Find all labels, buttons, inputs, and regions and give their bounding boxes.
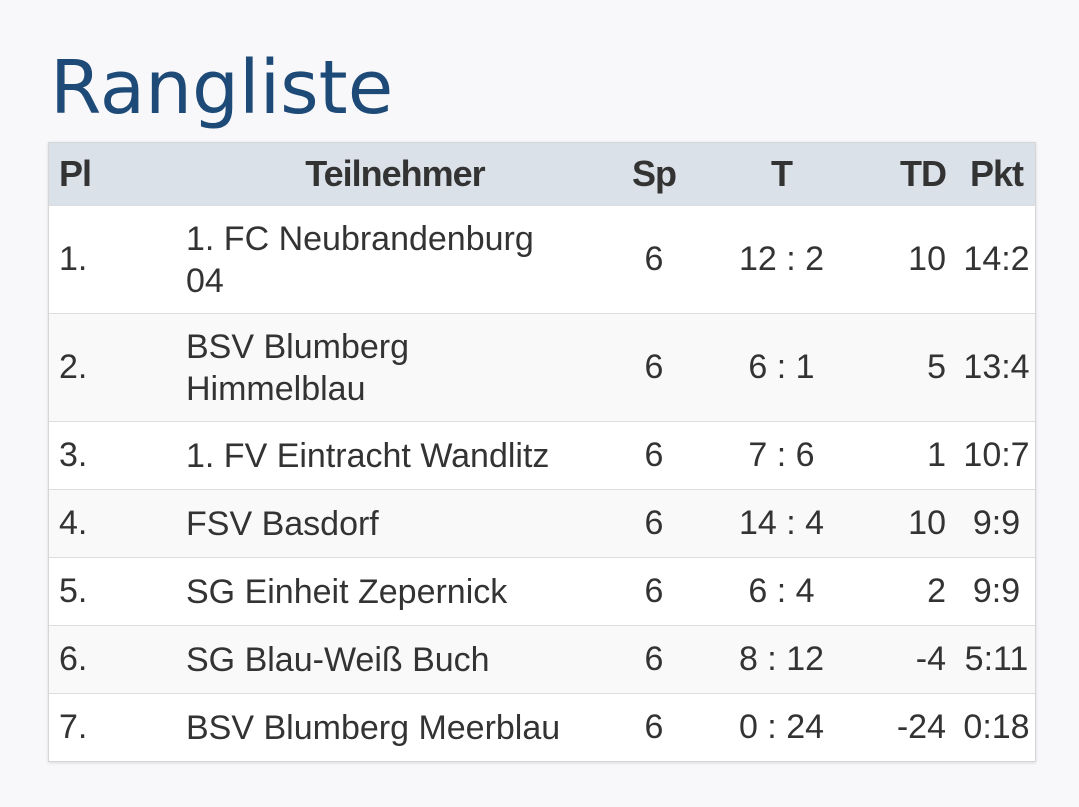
row-goals: 7 : 6 (704, 421, 859, 490)
row-team-line2: 04 (186, 261, 224, 300)
table-row: 7. BSV Blumberg Meerblau 6 0 : 24 -24 0:… (49, 693, 1035, 761)
row-goal-difference: -24 (859, 693, 958, 761)
row-place: 3. (49, 421, 186, 490)
row-goals: 0 : 24 (704, 693, 859, 761)
row-team: SG Blau-Weiß Buch (186, 625, 604, 694)
row-points: 9:9 (958, 489, 1035, 558)
row-points: 14:2 (958, 205, 1035, 314)
row-goals: 6 : 1 (704, 313, 859, 422)
row-place: 6. (49, 625, 186, 694)
row-points: 9:9 (958, 557, 1035, 626)
row-place: 1. (49, 205, 186, 314)
table-row: 6. SG Blau-Weiß Buch 6 8 : 12 -4 5:11 (49, 625, 1035, 694)
header-games: Sp (604, 143, 704, 206)
table-row: 4. FSV Basdorf 6 14 : 4 10 9:9 (49, 489, 1035, 558)
header-goals: T (704, 143, 859, 206)
row-goals: 12 : 2 (704, 205, 859, 314)
row-points: 13:4 (958, 313, 1035, 422)
row-team: FSV Basdorf (186, 489, 604, 558)
row-goal-difference: 5 (859, 313, 958, 422)
row-goals: 6 : 4 (704, 557, 859, 626)
row-points: 10:7 (958, 421, 1035, 490)
standings-table-container: Pl Teilnehmer Sp T TD Pkt 1. 1. FC Neubr… (48, 142, 1036, 762)
row-points: 5:11 (958, 625, 1035, 694)
row-team: BSV Blumberg Himmelblau (186, 313, 604, 422)
row-goal-difference: 2 (859, 557, 958, 626)
row-goal-difference: -4 (859, 625, 958, 694)
row-team: BSV Blumberg Meerblau (186, 693, 604, 761)
row-goals: 8 : 12 (704, 625, 859, 694)
table-header-row: Pl Teilnehmer Sp T TD Pkt (49, 143, 1035, 206)
row-games: 6 (604, 421, 704, 490)
header-team: Teilnehmer (186, 143, 604, 206)
row-games: 6 (604, 693, 704, 761)
header-points: Pkt (958, 143, 1035, 206)
row-goal-difference: 10 (859, 489, 958, 558)
row-team-line2: Himmelblau (186, 369, 366, 408)
row-goals: 14 : 4 (704, 489, 859, 558)
table-row: 3. 1. FV Eintracht Wandlitz 6 7 : 6 1 10… (49, 421, 1035, 490)
row-team: SG Einheit Zepernick (186, 557, 604, 626)
row-points: 0:18 (958, 693, 1035, 761)
row-games: 6 (604, 205, 704, 314)
row-place: 5. (49, 557, 186, 626)
row-place: 2. (49, 313, 186, 422)
row-games: 6 (604, 313, 704, 422)
row-place: 7. (49, 693, 186, 761)
table-row: 5. SG Einheit Zepernick 6 6 : 4 2 9:9 (49, 557, 1035, 626)
row-team: 1. FV Eintracht Wandlitz (186, 421, 604, 490)
row-place: 4. (49, 489, 186, 558)
standings-table: Pl Teilnehmer Sp T TD Pkt 1. 1. FC Neubr… (49, 143, 1035, 761)
table-row: 2. BSV Blumberg Himmelblau 6 6 : 1 5 13:4 (49, 313, 1035, 422)
row-games: 6 (604, 489, 704, 558)
row-goal-difference: 10 (859, 205, 958, 314)
row-games: 6 (604, 625, 704, 694)
row-team: 1. FC Neubrandenburg 04 (186, 205, 604, 314)
page-title: Rangliste (50, 45, 394, 131)
table-row: 1. 1. FC Neubrandenburg 04 6 12 : 2 10 14… (49, 205, 1035, 314)
row-goal-difference: 1 (859, 421, 958, 490)
row-team-line1: 1. FC Neubrandenburg (186, 219, 534, 258)
row-team-line1: BSV Blumberg (186, 327, 409, 366)
header-goal-difference: TD (859, 143, 958, 206)
row-games: 6 (604, 557, 704, 626)
header-place: Pl (49, 143, 186, 206)
